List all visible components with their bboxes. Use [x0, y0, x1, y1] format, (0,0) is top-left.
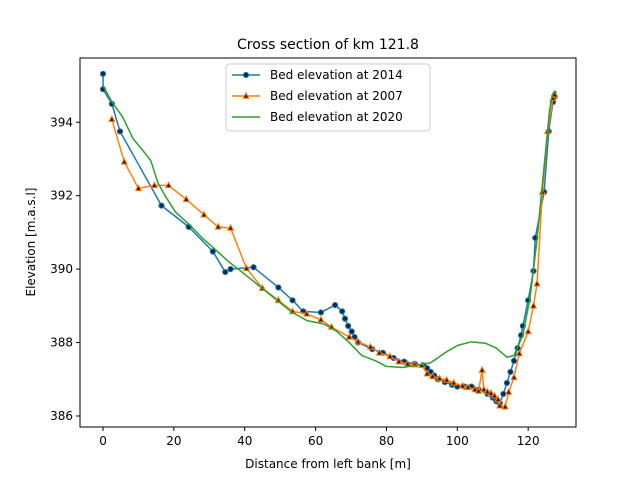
data-point — [510, 357, 518, 365]
y-tick-label: 386 — [50, 409, 73, 423]
data-point — [386, 352, 394, 360]
y-axis-ticks: 386 388 390 392 394 — [50, 115, 80, 423]
data-point — [134, 184, 143, 192]
legend-label: Bed elevation at 2020 — [270, 110, 403, 124]
data-point — [227, 266, 234, 273]
data-point — [464, 383, 472, 391]
data-point — [496, 401, 504, 409]
data-point — [222, 268, 229, 276]
data-point — [331, 302, 339, 309]
data-point — [317, 309, 325, 316]
data-point — [345, 332, 353, 340]
data-point — [275, 284, 282, 291]
data-point — [339, 308, 346, 315]
data-point — [458, 381, 467, 389]
data-point — [529, 301, 538, 309]
data-point — [354, 337, 362, 345]
data-point — [289, 297, 296, 304]
data-point — [435, 374, 444, 382]
data-point — [450, 378, 458, 386]
data-point — [478, 365, 486, 373]
legend-entry: Bed elevation at 2014 — [232, 68, 403, 82]
data-point — [501, 402, 509, 410]
data-point — [242, 264, 251, 272]
data-point — [214, 222, 222, 230]
data-point — [341, 315, 349, 322]
x-tick-label: 0 — [99, 434, 107, 448]
data-point — [504, 387, 513, 395]
data-point — [395, 357, 403, 365]
data-point — [375, 348, 384, 356]
data-point — [507, 368, 514, 376]
data-point — [500, 390, 507, 398]
y-tick-label: 390 — [50, 262, 73, 276]
data-point — [533, 279, 541, 287]
legend-marker — [242, 71, 250, 79]
data-point — [442, 375, 451, 383]
data-point — [487, 388, 495, 396]
data-point — [158, 202, 165, 209]
data-point — [494, 395, 502, 403]
data-point — [428, 372, 437, 380]
x-axis-ticks: 0 20 40 60 80 100 120 — [99, 427, 540, 448]
legend-marker — [242, 91, 250, 99]
legend-entry: Bed elevation at 2020 — [232, 110, 403, 124]
data-point — [209, 248, 216, 255]
data-point — [303, 309, 311, 317]
x-tick-label: 80 — [379, 434, 394, 448]
x-tick-label: 60 — [308, 434, 323, 448]
data-point — [164, 181, 173, 189]
x-axis-label: Distance from left bank [m] — [245, 457, 411, 471]
data-point — [483, 387, 492, 395]
data-point — [150, 181, 159, 189]
series-line — [102, 85, 558, 369]
legend-entry: Bed elevation at 2007 — [232, 89, 403, 103]
data-point — [503, 379, 511, 387]
data-point — [182, 195, 190, 203]
y-tick-label: 392 — [50, 189, 73, 203]
x-tick-label: 100 — [446, 434, 469, 448]
data-point — [490, 391, 499, 399]
series-3 — [102, 85, 558, 369]
data-point — [250, 264, 257, 271]
data-point — [108, 115, 116, 123]
legend-label: Bed elevation at 2007 — [270, 89, 403, 103]
data-point — [474, 386, 483, 394]
chart-title: Cross section of km 121.8 — [237, 37, 419, 53]
x-tick-label: 40 — [237, 434, 252, 448]
x-tick-label: 20 — [166, 434, 181, 448]
legend-label: Bed elevation at 2014 — [270, 68, 403, 82]
legend: Bed elevation at 2014 Bed elevation at 20… — [225, 63, 431, 132]
data-point — [99, 70, 107, 77]
data-point — [480, 385, 488, 393]
data-point — [120, 157, 128, 165]
y-tick-label: 394 — [50, 115, 73, 129]
x-tick-label: 120 — [517, 434, 540, 448]
data-point — [515, 349, 524, 357]
data-point — [317, 315, 325, 323]
y-axis-label: Elevation [m.a.s.l] — [24, 188, 38, 297]
data-point — [348, 328, 355, 335]
series-layer — [99, 70, 559, 410]
data-point — [423, 369, 431, 377]
legend-box — [225, 63, 431, 132]
data-point — [116, 128, 124, 135]
data-point — [200, 210, 208, 218]
data-point — [510, 373, 518, 381]
data-point — [524, 327, 532, 335]
data-point — [471, 385, 479, 393]
data-point — [366, 342, 375, 350]
data-point — [226, 223, 235, 231]
y-tick-label: 388 — [50, 336, 73, 350]
plot-frame — [79, 57, 577, 428]
data-point — [345, 322, 352, 330]
